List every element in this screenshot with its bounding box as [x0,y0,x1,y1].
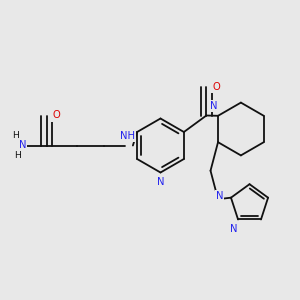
Text: NH: NH [120,131,135,141]
Text: N: N [230,224,237,234]
Text: N: N [216,191,223,201]
Text: H: H [14,151,20,160]
Text: H: H [13,131,19,140]
Text: O: O [52,110,60,121]
Text: O: O [212,82,220,92]
Text: N: N [19,140,26,150]
Text: N: N [210,101,217,111]
Text: N: N [157,177,164,187]
